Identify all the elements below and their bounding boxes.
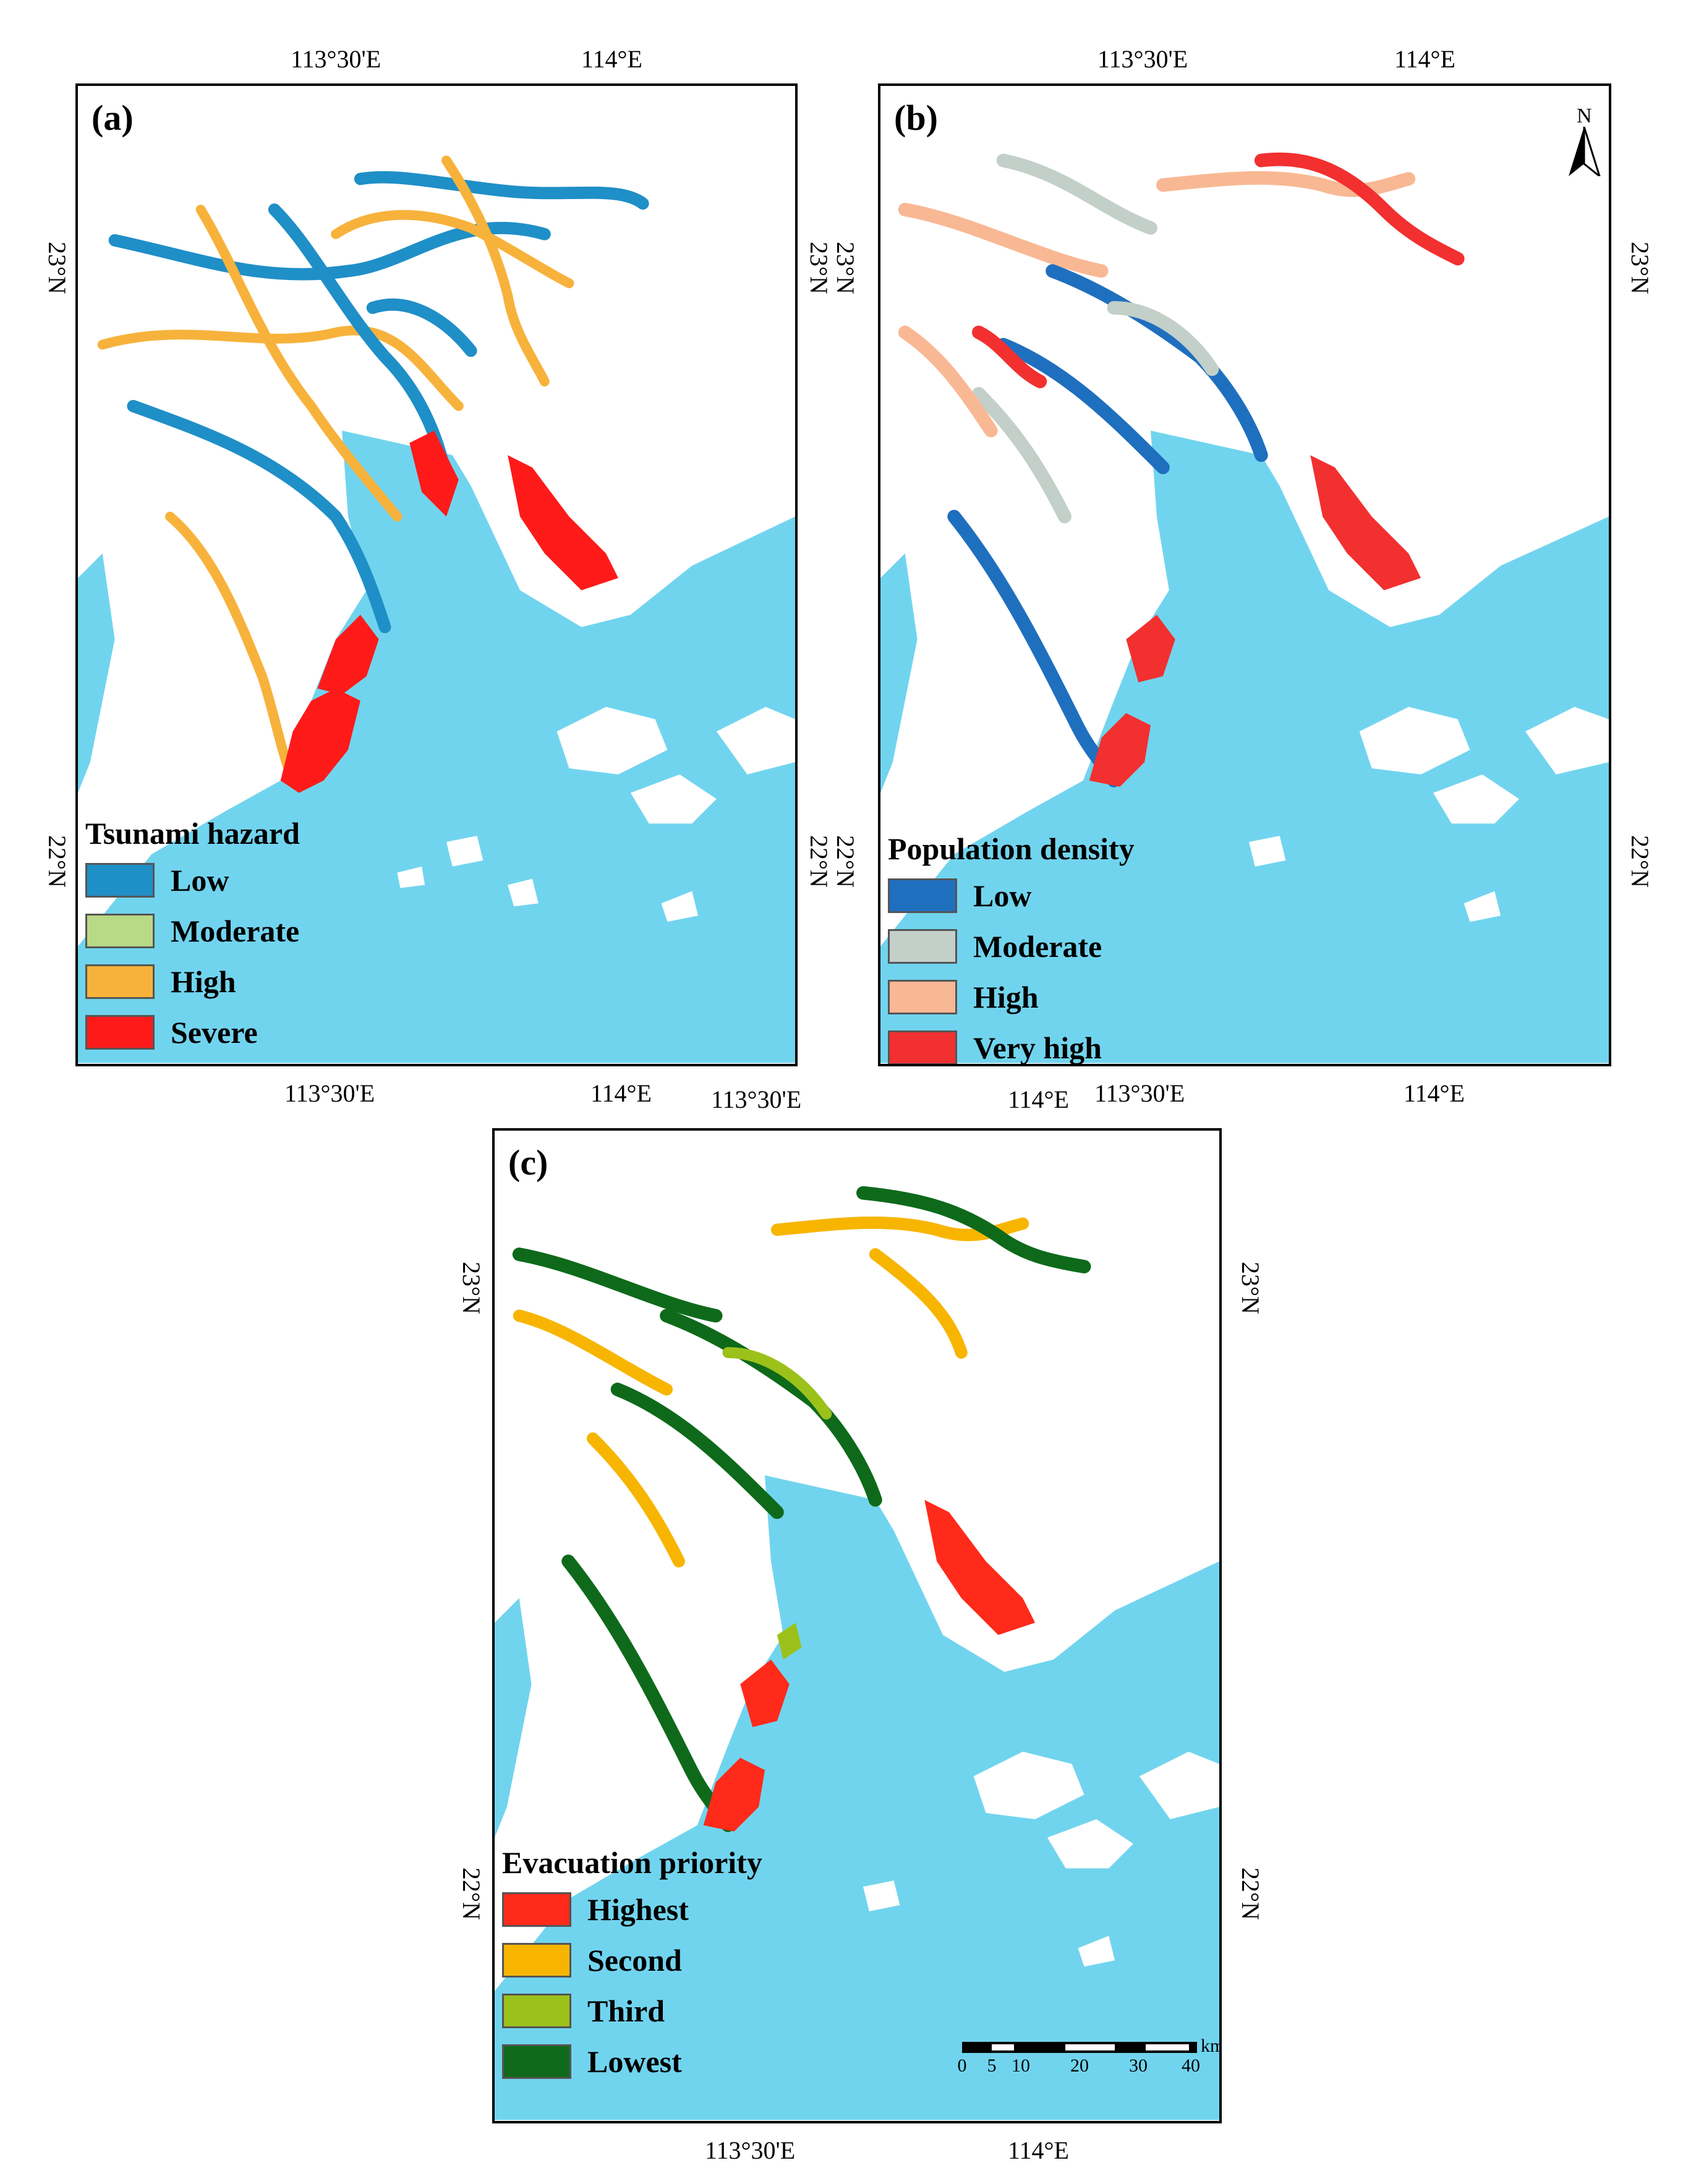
legend-swatch bbox=[502, 1943, 571, 1978]
lat-label-right: 23°N bbox=[1625, 242, 1654, 294]
legend-swatch bbox=[888, 1030, 957, 1064]
legend-swatch bbox=[502, 1994, 571, 2028]
lat-label-left: 22°N bbox=[457, 1867, 485, 1920]
legend-label: Very high bbox=[973, 1030, 1102, 1065]
legend-c: Evacuation priority Highest Second Third… bbox=[502, 1845, 762, 2087]
islands bbox=[1248, 707, 1609, 922]
lat-label-right: 22°N bbox=[804, 835, 833, 888]
legend-swatch bbox=[888, 980, 957, 1014]
panel-label-c: (c) bbox=[508, 1142, 548, 1183]
lat-label-right: 22°N bbox=[1236, 1867, 1264, 1920]
legend-a: Tsunami hazard Low Moderate High Severe bbox=[85, 815, 300, 1058]
north-arrow: N bbox=[1566, 104, 1603, 176]
legend-item-highest: Highest bbox=[502, 1884, 762, 1935]
legend-label: Severe bbox=[171, 1015, 258, 1050]
legend-title: Tsunami hazard bbox=[85, 816, 300, 851]
lon-label-bottom: 114°E bbox=[1404, 1079, 1465, 1107]
water-body bbox=[78, 430, 795, 1063]
legend-item-moderate: Moderate bbox=[888, 921, 1135, 972]
lon-label-top: 114°E bbox=[581, 45, 642, 73]
panel-label-a: (a) bbox=[92, 98, 134, 138]
legend-item-high: High bbox=[85, 956, 300, 1007]
legend-swatch bbox=[888, 878, 957, 913]
legend-swatch bbox=[85, 1015, 155, 1050]
legend-item-severe: Severe bbox=[85, 1007, 300, 1058]
panel-label-b: (b) bbox=[894, 98, 938, 138]
islands bbox=[863, 1751, 1219, 1967]
very-high-zones bbox=[1089, 455, 1421, 787]
scale-bar: 0 5 10 20 30 40 km bbox=[958, 2036, 1220, 2080]
legend-swatch bbox=[502, 1892, 571, 1927]
legend-b: Population density Low Moderate High Ver… bbox=[888, 831, 1135, 1065]
lat-label-right: 22°N bbox=[1625, 835, 1654, 888]
legend-swatch bbox=[85, 914, 155, 948]
water-body bbox=[880, 430, 1609, 1063]
map-panel-c: (c) Evacuation priority Highest Second T… bbox=[492, 1128, 1222, 2123]
scale-bar-ticks: 0 5 10 20 30 40 bbox=[958, 2055, 1201, 2080]
lon-label-bottom: 113°30'E bbox=[705, 2136, 796, 2164]
lat-label-left: 22°N bbox=[831, 835, 859, 888]
legend-swatch bbox=[85, 964, 155, 999]
legend-label: Moderate bbox=[171, 914, 300, 948]
map-c bbox=[495, 1186, 1219, 2120]
lon-label-bottom: 113°30'E bbox=[1094, 1079, 1185, 1107]
lat-label-right: 23°N bbox=[804, 242, 833, 294]
lon-label-top: 114°E bbox=[1008, 1086, 1069, 1113]
legend-label: Third bbox=[587, 1994, 665, 2028]
lon-label-top: 113°30'E bbox=[1097, 45, 1188, 73]
scale-bar-graphic bbox=[962, 2042, 1197, 2053]
map-panel-b: (b) N Population density Low Moderate Hi… bbox=[878, 83, 1611, 1066]
legend-label: Second bbox=[587, 1943, 682, 1978]
legend-label: Lowest bbox=[587, 2044, 682, 2079]
severe-zones bbox=[280, 430, 618, 793]
water-body bbox=[495, 1475, 1219, 2120]
lon-label-top: 113°30'E bbox=[291, 45, 381, 73]
lat-label-left: 22°N bbox=[43, 835, 71, 888]
legend-title: Evacuation priority bbox=[502, 1845, 762, 1880]
lat-label-left: 23°N bbox=[831, 242, 859, 294]
legend-swatch bbox=[888, 929, 957, 964]
river-network bbox=[97, 155, 649, 786]
lon-label-bottom: 113°30'E bbox=[284, 1079, 375, 1107]
north-label: N bbox=[1577, 104, 1592, 127]
legend-label: Moderate bbox=[973, 929, 1102, 964]
lon-label-bottom: 114°E bbox=[1008, 2136, 1069, 2164]
legend-item-third: Third bbox=[502, 1986, 762, 2036]
map-panel-a: (a) Tsunami hazard Low Moderate High Sev… bbox=[75, 83, 798, 1066]
legend-item-low: Low bbox=[888, 870, 1135, 921]
legend-label: High bbox=[973, 980, 1039, 1014]
legend-label: High bbox=[171, 964, 236, 999]
lat-label-left: 23°N bbox=[43, 242, 71, 294]
legend-label: Low bbox=[171, 863, 229, 898]
legend-item-moderate: Moderate bbox=[85, 906, 300, 956]
priority-zones bbox=[512, 1186, 1091, 1832]
scale-tick: 40 bbox=[1182, 2055, 1200, 2076]
lat-label-right: 23°N bbox=[1236, 1262, 1264, 1314]
scale-tick: 0 bbox=[957, 2055, 967, 2076]
scale-tick: 30 bbox=[1129, 2055, 1148, 2076]
legend-label: Low bbox=[973, 878, 1032, 913]
lat-label-left: 23°N bbox=[457, 1262, 485, 1314]
lon-label-top: 114°E bbox=[1394, 45, 1455, 73]
lon-label-bottom: 114°E bbox=[590, 1079, 652, 1107]
legend-swatch bbox=[502, 2044, 571, 2079]
legend-title: Population density bbox=[888, 831, 1135, 866]
legend-item-second: Second bbox=[502, 1935, 762, 1986]
map-b bbox=[880, 152, 1609, 1063]
legend-swatch bbox=[85, 863, 155, 898]
legend-item-low: Low bbox=[85, 855, 300, 906]
legend-item-lowest: Lowest bbox=[502, 2036, 762, 2087]
scale-unit: km bbox=[1201, 2036, 1219, 2056]
north-arrow-icon bbox=[1569, 127, 1601, 176]
scale-tick: 20 bbox=[1070, 2055, 1089, 2076]
legend-label: Highest bbox=[587, 1892, 689, 1927]
legend-item-high: High bbox=[888, 972, 1135, 1022]
legend-item-very-high: Very high bbox=[888, 1022, 1135, 1065]
scale-tick: 5 bbox=[987, 2055, 997, 2076]
lon-label-top: 113°30'E bbox=[711, 1086, 802, 1113]
islands bbox=[397, 707, 795, 922]
map-a bbox=[78, 155, 795, 1063]
scale-tick: 10 bbox=[1012, 2055, 1030, 2076]
highest-zones bbox=[703, 1500, 1036, 1832]
